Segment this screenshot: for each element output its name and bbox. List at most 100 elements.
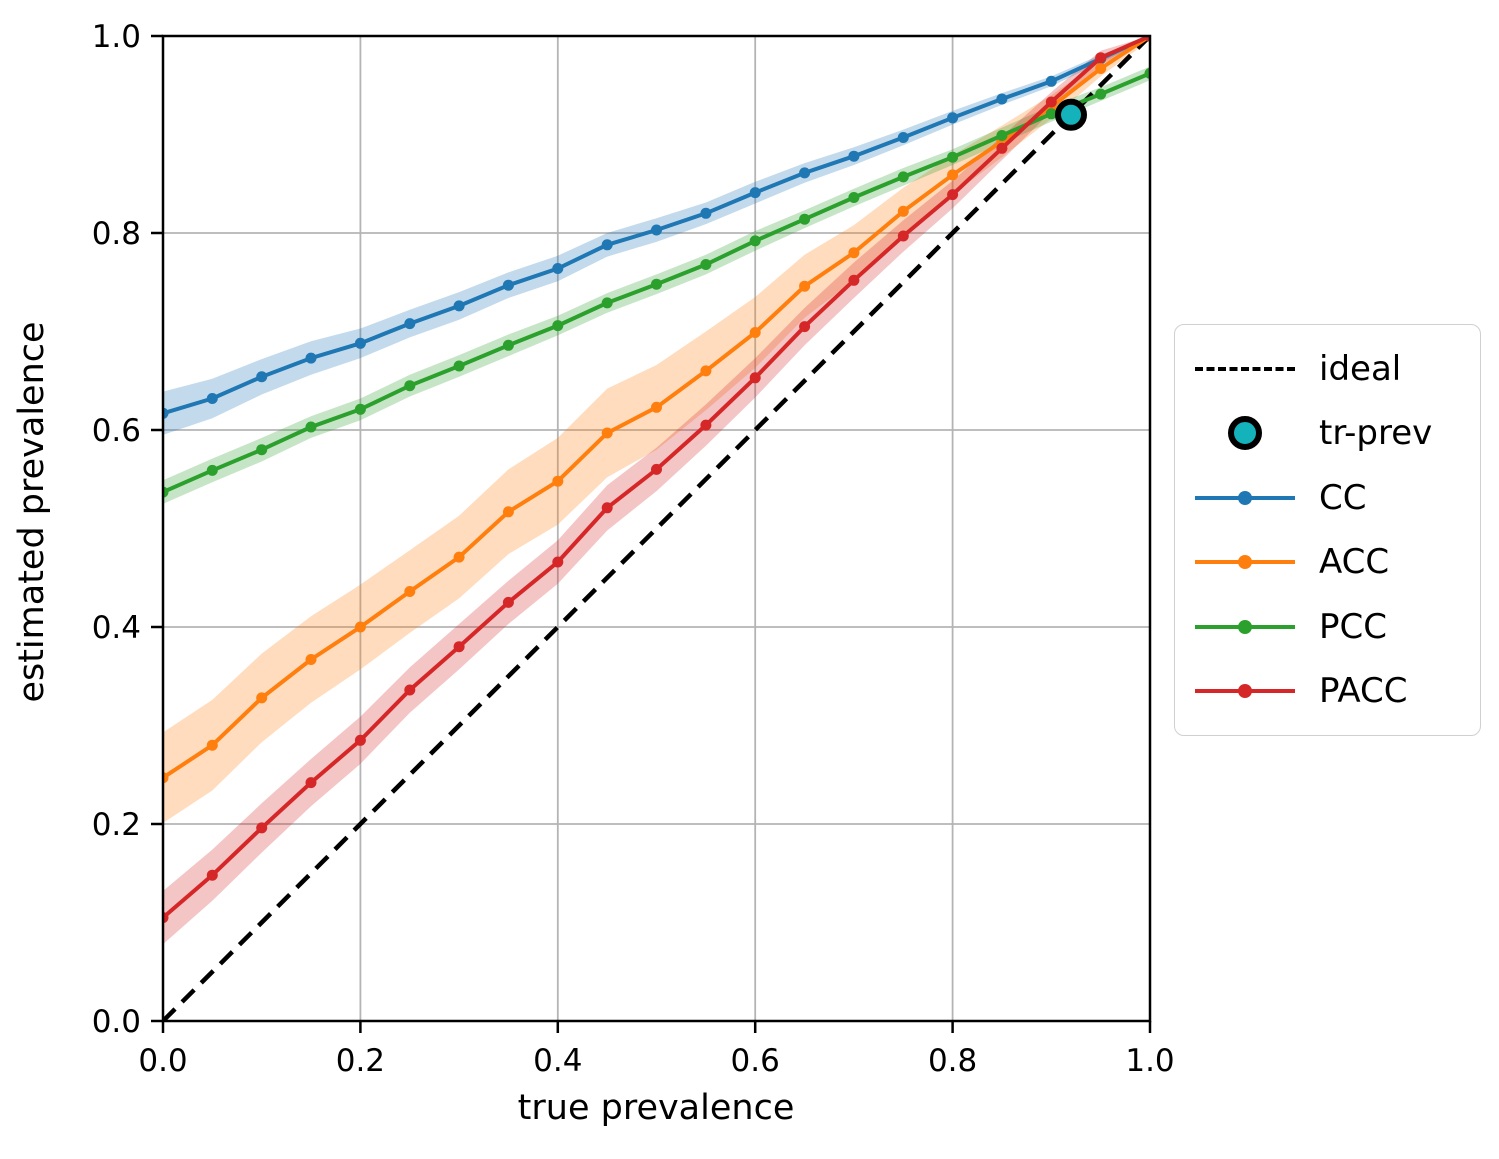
legend-item-pcc: PCC <box>1195 597 1460 657</box>
point-ACC <box>799 280 811 292</box>
point-CC <box>1045 75 1057 87</box>
x-axis-label: true prevalence <box>517 1088 795 1128</box>
point-CC <box>206 393 218 404</box>
point-PCC <box>749 235 761 247</box>
point-PCC <box>996 130 1008 141</box>
point-PCC <box>897 171 909 183</box>
x-tick-label: 0.6 <box>731 1043 780 1079</box>
y-tick-label: 0.0 <box>92 1004 141 1040</box>
point-ACC <box>947 169 959 181</box>
legend: ideal tr-prev CC ACC PCC PACC <box>1174 324 1481 736</box>
line-marker-icon <box>1195 490 1295 505</box>
point-PCC <box>1095 88 1107 100</box>
point-PACC <box>947 189 959 201</box>
point-ACC <box>256 692 268 704</box>
point-CC <box>502 279 514 291</box>
x-tick-label: 0.0 <box>138 1043 187 1079</box>
y-tick-label: 0.6 <box>92 413 141 449</box>
dashed-line-icon <box>1195 367 1295 371</box>
x-tick-label: 0.4 <box>533 1043 582 1079</box>
y-tick-label: 1.0 <box>92 19 141 55</box>
point-ACC <box>404 586 416 597</box>
tr-prev-marker <box>1055 98 1087 131</box>
point-PACC <box>1045 96 1057 108</box>
point-PACC <box>1144 36 1150 42</box>
y-axis-label: estimated prevalence <box>12 321 52 703</box>
point-PCC <box>305 421 317 433</box>
point-CC <box>305 352 317 364</box>
circle-marker-icon <box>1195 416 1295 451</box>
point-PCC <box>404 380 416 392</box>
point-ACC <box>848 247 860 259</box>
legend-label: PACC <box>1319 670 1408 711</box>
point-PACC <box>651 463 662 475</box>
point-ACC <box>206 739 218 751</box>
point-PCC <box>947 151 959 163</box>
point-ACC <box>1095 63 1107 74</box>
point-PACC <box>700 419 712 431</box>
point-PACC <box>749 372 761 384</box>
point-CC <box>700 207 712 219</box>
point-PACC <box>256 822 268 834</box>
point-PCC <box>354 403 366 415</box>
point-PACC <box>163 912 169 924</box>
point-PCC <box>799 213 811 225</box>
point-PACC <box>848 274 860 286</box>
ideal-line <box>163 36 1150 1021</box>
point-PACC <box>552 556 564 568</box>
legend-label: ACC <box>1319 542 1390 583</box>
legend-label: CC <box>1319 477 1367 518</box>
point-ACC <box>305 654 317 665</box>
point-PCC <box>206 464 218 476</box>
point-PCC <box>163 486 169 498</box>
legend-label: PCC <box>1319 606 1387 647</box>
point-CC <box>996 93 1008 105</box>
point-ACC <box>453 551 465 563</box>
point-CC <box>354 337 366 349</box>
point-CC <box>552 263 564 274</box>
line-marker-icon <box>1195 619 1295 634</box>
point-CC <box>404 318 416 330</box>
point-CC <box>453 300 465 312</box>
point-ACC <box>552 475 564 487</box>
legend-item-pacc: PACC <box>1195 661 1460 721</box>
point-PACC <box>799 321 811 333</box>
point-ACC <box>601 427 613 439</box>
point-PCC <box>601 297 613 309</box>
point-PCC <box>848 192 860 203</box>
point-PCC <box>1144 67 1150 79</box>
line-marker-icon <box>1195 555 1295 570</box>
point-PACC <box>1095 52 1107 64</box>
point-PCC <box>502 339 514 351</box>
point-PCC <box>700 259 712 270</box>
point-PCC <box>256 444 268 456</box>
y-tick-label: 0.8 <box>92 216 141 252</box>
point-PCC <box>651 278 662 290</box>
point-PACC <box>453 641 465 653</box>
point-CC <box>651 224 662 236</box>
axes-spines <box>161 34 1152 1023</box>
legend-item-cc: CC <box>1195 468 1460 528</box>
point-CC <box>897 132 909 143</box>
point-CC <box>163 407 169 419</box>
y-tick-label: 0.2 <box>92 807 141 843</box>
point-CC <box>749 187 761 199</box>
x-tick-label: 1.0 <box>1125 1043 1174 1079</box>
legend-label: tr-prev <box>1319 413 1433 454</box>
point-ACC <box>354 621 366 633</box>
point-PACC <box>206 869 218 881</box>
point-CC <box>799 167 811 179</box>
line-marker-icon <box>1195 683 1295 698</box>
point-PACC <box>354 734 366 746</box>
y-tick-label: 0.4 <box>92 610 141 646</box>
legend-item-acc: ACC <box>1195 532 1460 592</box>
legend-label: ideal <box>1319 349 1402 389</box>
point-PCC <box>1045 108 1057 120</box>
legend-item-tr-prev: tr-prev <box>1195 403 1460 463</box>
point-ACC <box>897 205 909 217</box>
point-PACC <box>502 596 514 608</box>
point-ACC <box>502 506 514 518</box>
point-PACC <box>305 777 317 789</box>
